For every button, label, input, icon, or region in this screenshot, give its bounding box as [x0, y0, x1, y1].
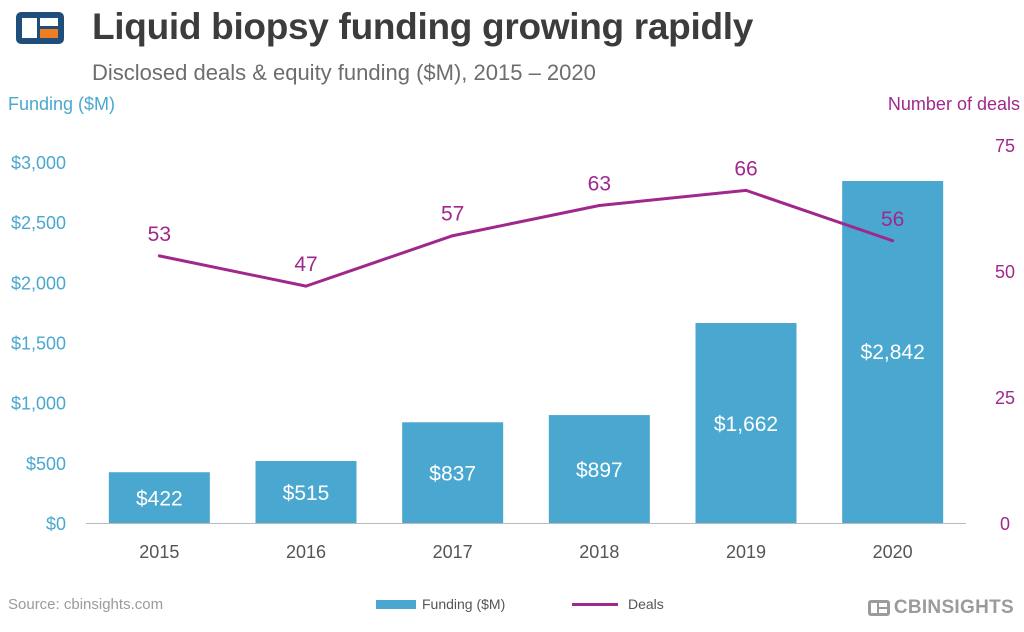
- funding-bar: [842, 181, 944, 523]
- deals-point-label: 63: [588, 172, 611, 195]
- right-axis-tick-label: 25: [995, 388, 1015, 408]
- brand-logo: CBINSIGHTS: [867, 597, 1014, 619]
- funding-bar: [255, 461, 357, 523]
- funding-bar-label: $1,662: [714, 413, 778, 436]
- x-axis-tick-label: 2017: [433, 542, 473, 562]
- right-axis-title: Number of deals: [887, 94, 1020, 114]
- funding-bars: $422 $515 $837 $897 $1,662 $2,842: [108, 181, 944, 523]
- funding-bar: [695, 323, 797, 523]
- left-axis-title: Funding ($M): [8, 94, 116, 114]
- left-axis-tick-label: $2,500: [11, 213, 66, 233]
- deals-point-label: 53: [148, 223, 171, 246]
- x-axis-ticks: 2015 2016 2017 2018 2019 2020: [139, 542, 912, 562]
- funding-bar-label: $422: [136, 488, 183, 511]
- left-axis-tick-label: $500: [26, 454, 66, 474]
- left-axis-tick-label: $1,000: [11, 394, 66, 414]
- x-axis-tick-label: 2019: [726, 542, 766, 562]
- x-axis-tick-label: 2015: [139, 542, 179, 562]
- right-axis-tick-label: 75: [995, 136, 1015, 156]
- deals-point: [891, 239, 895, 243]
- legend-item-deals: Deals: [572, 596, 664, 612]
- funding-bar: [548, 415, 650, 523]
- cb-logo-icon: [16, 12, 64, 44]
- deals-point-label: 66: [734, 157, 757, 180]
- cb-mark-icon: [867, 600, 890, 616]
- legend-swatch-deals: [572, 602, 618, 606]
- deals-point-label: 57: [441, 203, 464, 226]
- deals-point: [451, 234, 455, 238]
- deals-line-path: [159, 188, 894, 288]
- left-axis-tick-label: $1,500: [11, 334, 66, 354]
- right-axis-tick-label: 0: [1000, 514, 1010, 534]
- right-axis-ticks: 0 25 50 75: [995, 136, 1015, 534]
- deals-point-label: 47: [294, 253, 317, 276]
- funding-bar-label: $2,842: [861, 341, 925, 364]
- left-axis-tick-label: $2,000: [11, 273, 66, 293]
- left-axis-ticks: $0 $500 $1,000 $1,500 $2,000 $2,500 $3,000: [11, 153, 66, 534]
- left-axis-tick-label: $3,000: [11, 153, 66, 173]
- deals-point: [157, 254, 161, 258]
- legend-item-funding: Funding ($M): [376, 596, 505, 612]
- funding-bar: [402, 422, 504, 523]
- funding-bar-label: $837: [429, 463, 476, 486]
- legend-label-funding: Funding ($M): [422, 596, 506, 612]
- right-axis-tick-label: 50: [995, 262, 1015, 282]
- deals-point-label: 56: [881, 208, 904, 231]
- funding-bar: [108, 472, 210, 523]
- deals-line-series: 53 47 57 63 66 56: [148, 157, 904, 288]
- funding-bar-label: $515: [283, 482, 330, 505]
- deals-point: [304, 284, 308, 288]
- left-axis-tick-label: $0: [46, 514, 66, 534]
- legend-label-deals: Deals: [628, 596, 664, 612]
- funding-bar-label: $897: [576, 459, 623, 482]
- source-note: Source: cbinsights.com: [8, 596, 164, 613]
- x-axis-tick-label: 2020: [873, 542, 913, 562]
- brand-text: CBINSIGHTS: [893, 597, 1014, 618]
- deals-point: [744, 188, 748, 192]
- legend-swatch-funding: [376, 599, 416, 609]
- chart-subtitle: Disclosed deals & equity funding ($M), 2…: [92, 60, 596, 85]
- x-axis-tick-label: 2016: [286, 542, 326, 562]
- chart-title: Liquid biopsy funding growing rapidly: [92, 6, 754, 47]
- deals-point: [597, 203, 601, 207]
- x-axis-tick-label: 2018: [579, 542, 619, 562]
